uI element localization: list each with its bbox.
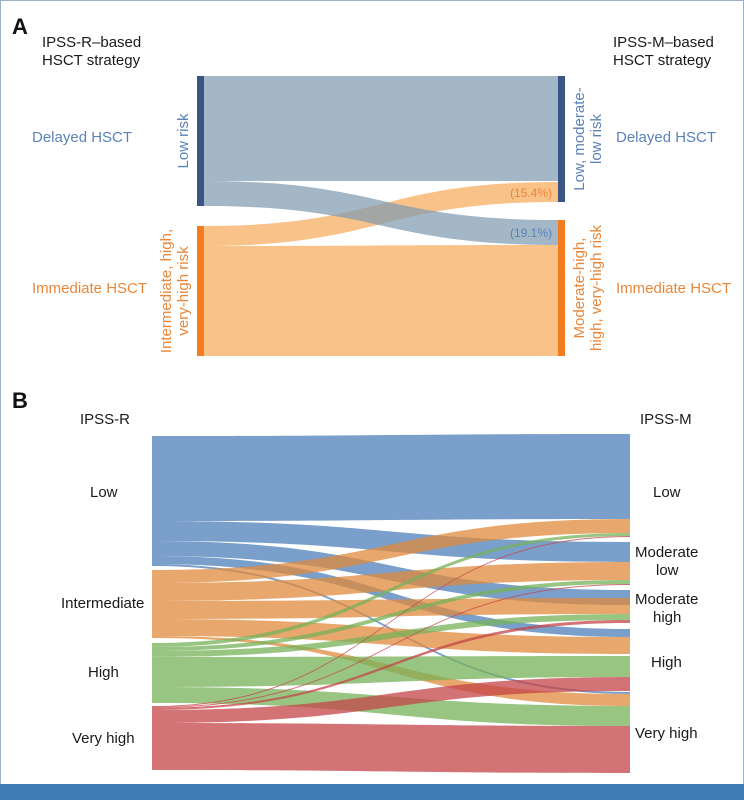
right-category-low: Low: [653, 484, 681, 501]
left-node-int-line2: very-high risk: [175, 246, 192, 336]
flow-int-to-modhigh: [204, 245, 558, 356]
right-category-high: High: [651, 654, 682, 671]
right-category-very-high: Very high: [635, 725, 698, 742]
flow-b-high-modhigh: [152, 614, 630, 657]
flow-b-high-high: [152, 656, 630, 687]
flow-b-vh-modhigh: [152, 620, 630, 710]
right-category-moderate-high-line1: Moderate: [635, 591, 698, 608]
left-category-intermediate: Intermediate: [61, 595, 144, 612]
right-node-lowmod-line1: Low, moderate-: [571, 87, 588, 190]
flow-lowrisk-to-lowmod: [204, 76, 558, 181]
bottom-bar: [0, 784, 744, 800]
left-category-high: High: [88, 664, 119, 681]
flow-b-low-high: [152, 556, 630, 637]
left-category-low: Low: [90, 484, 118, 501]
node-bar-int-high-vhigh: [197, 226, 204, 356]
panel-a-left-heading-line1: IPSS-R–based: [42, 34, 141, 51]
flow-b-vh-low: [152, 536, 630, 707]
left-strategy-immediate: Immediate HSCT: [32, 280, 147, 297]
panel-b-flows: [152, 434, 630, 773]
right-strategy-delayed: Delayed HSCT: [616, 129, 716, 146]
flow-b-vh-veryhigh: [152, 723, 630, 773]
left-strategy-delayed: Delayed HSCT: [32, 129, 132, 146]
flow-b-int-low: [152, 519, 630, 583]
flow-b-high-low: [152, 533, 630, 647]
panel-b-letter: B: [12, 388, 28, 413]
panel-a: A IPSS-R–based HSCT strategy IPSS-M–base…: [12, 14, 731, 356]
flow-b-vh-modlow: [152, 584, 630, 708]
node-bar-modhigh-high-vhigh: [558, 220, 565, 356]
left-node-low-risk: Low risk: [175, 113, 192, 169]
right-category-moderate-high-line2: high: [653, 609, 681, 626]
flow-b-int-modhigh: [152, 598, 630, 619]
flow-b-int-modlow: [152, 562, 630, 601]
flow-b-low-low: [152, 434, 630, 521]
right-category-moderate-low-line1: Moderate: [635, 544, 698, 561]
panel-a-flows: [204, 76, 558, 356]
panel-b-left-heading: IPSS-R: [80, 411, 130, 428]
flow-b-high-modlow: [152, 580, 630, 651]
panel-a-letter: A: [12, 14, 28, 39]
right-node-modhigh-line1: Moderate-high,: [571, 238, 588, 339]
right-node-modhigh-line2: high, very-high risk: [588, 225, 605, 351]
panel-b: B IPSS-R IPSS-M Low Intermediate High Ve…: [12, 388, 698, 773]
panel-a-right-heading-line2: HSCT strategy: [613, 52, 712, 69]
left-node-int-line1: Intermediate, high,: [158, 229, 175, 353]
pct-upward-flow: (15.4%): [510, 186, 552, 200]
panel-a-left-heading-line2: HSCT strategy: [42, 52, 141, 69]
flow-lowrisk-to-modhigh: [204, 181, 558, 245]
right-strategy-immediate: Immediate HSCT: [616, 280, 731, 297]
left-category-very-high: Very high: [72, 730, 135, 747]
panel-a-right-heading-line1: IPSS-M–based: [613, 34, 714, 51]
node-bar-low-risk: [197, 76, 204, 206]
right-node-lowmod-line2: low risk: [588, 114, 605, 165]
flow-b-vh-high: [152, 677, 630, 723]
flow-b-low-modlow: [152, 521, 630, 562]
panel-b-right-heading: IPSS-M: [640, 411, 692, 428]
node-bar-low-modlow: [558, 76, 565, 202]
right-category-moderate-low-line2: low: [656, 562, 679, 579]
pct-downward-flow: (19.1%): [510, 226, 552, 240]
